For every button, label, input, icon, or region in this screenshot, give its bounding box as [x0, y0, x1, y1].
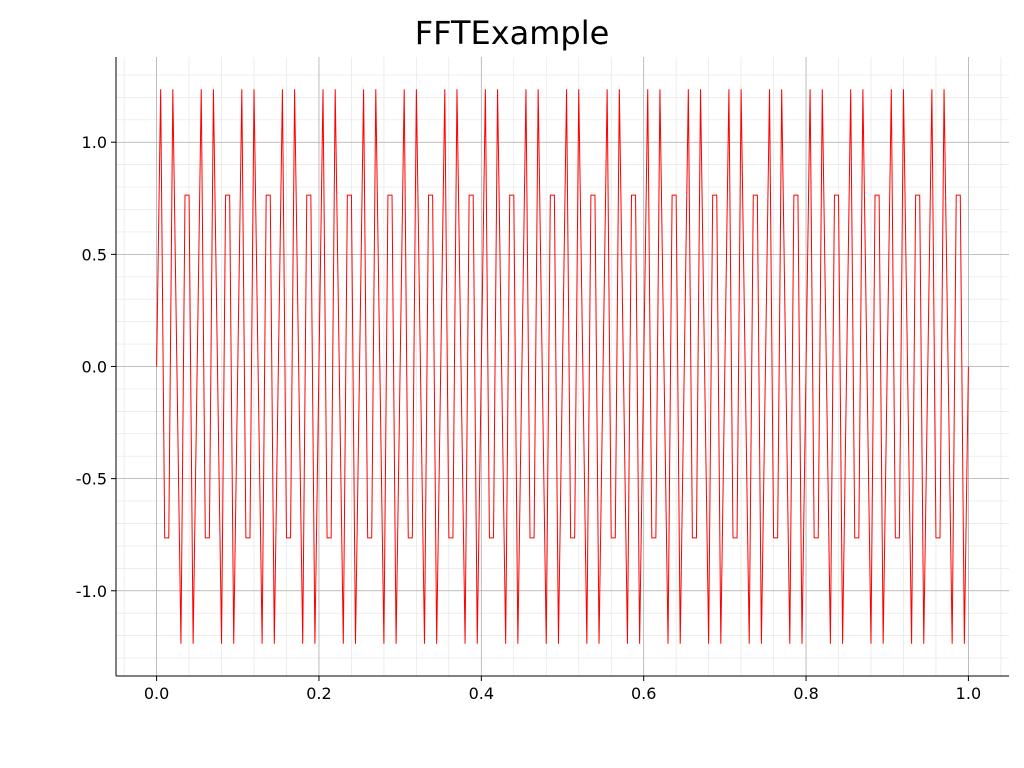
- y-tick-label: 0.5: [82, 245, 107, 264]
- x-tick-label: 0.4: [469, 684, 494, 703]
- x-tick-label: 0.0: [144, 684, 169, 703]
- chart-title: FFTExample: [414, 14, 610, 52]
- y-tick-label: 1.0: [82, 133, 107, 152]
- x-tick-label: 0.6: [631, 684, 656, 703]
- y-tick-label: 0.0: [82, 358, 107, 377]
- x-tick-label: 1.0: [956, 684, 981, 703]
- series-line-0: [156, 89, 969, 644]
- y-tick-label: -1.0: [76, 582, 107, 601]
- x-tick-label: 0.8: [793, 684, 818, 703]
- y-tick-label: -0.5: [76, 470, 107, 489]
- x-tick-label: 0.2: [306, 684, 331, 703]
